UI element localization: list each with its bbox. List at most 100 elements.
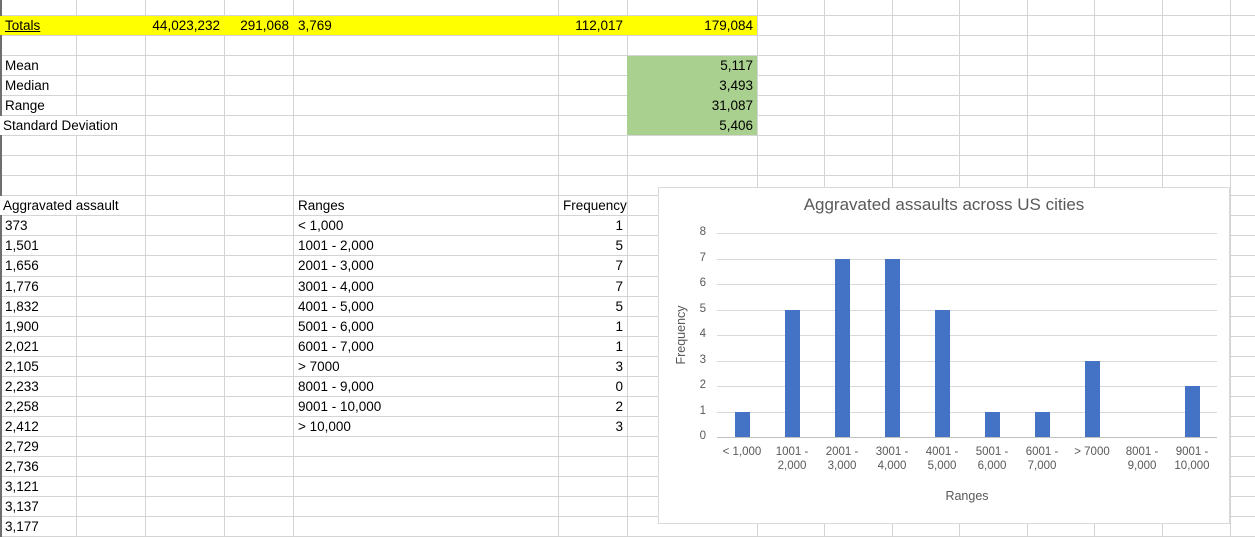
assault-column-header[interactable]: Aggravated assault <box>0 196 125 216</box>
chart-x-tick-label: 1001 - 2,000 <box>762 445 822 473</box>
assault-value-cell[interactable]: 1,832 <box>5 298 39 314</box>
chart-y-tick-label: 2 <box>699 379 706 391</box>
gridline-horizontal <box>0 255 1255 257</box>
assault-value-cell[interactable]: 1,656 <box>5 258 39 274</box>
range-cell[interactable]: 3001 - 4,000 <box>298 278 374 294</box>
chart-x-tick-line: 5,000 <box>927 460 957 472</box>
assault-value-cell[interactable]: 2,736 <box>5 459 39 475</box>
chart-gridline <box>717 233 1217 234</box>
stat-value[interactable]: 5,406 <box>719 117 753 133</box>
chart-x-tick-label: 3001 - 4,000 <box>862 445 922 473</box>
range-cell[interactable]: 8001 - 9,000 <box>298 378 374 394</box>
chart-x-tick-label: > 7000 <box>1062 445 1122 459</box>
assault-value-cell[interactable]: 3,137 <box>5 499 39 515</box>
stat-label[interactable]: Mean <box>5 57 39 73</box>
assault-value-cell[interactable]: 1,501 <box>5 238 39 254</box>
assault-value-cell[interactable]: 3,121 <box>5 479 39 495</box>
assault-value-cell[interactable]: 2,258 <box>5 398 39 414</box>
gridline-horizontal <box>0 335 1255 337</box>
stat-label[interactable]: Range <box>5 97 45 113</box>
gridline-horizontal <box>0 436 1255 438</box>
gridline-horizontal <box>0 175 1255 177</box>
frequency-header[interactable]: Frequency <box>563 198 627 214</box>
frequency-cell[interactable]: 7 <box>615 258 623 274</box>
gridline-horizontal <box>0 215 1255 217</box>
totals-label[interactable]: Totals <box>5 17 41 33</box>
gridline-vertical <box>76 0 77 537</box>
frequency-cell[interactable]: 1 <box>615 218 623 234</box>
stat-label[interactable]: Median <box>5 77 50 93</box>
chart-x-tick-line: 5001 - <box>975 446 1009 458</box>
frequency-cell[interactable]: 5 <box>615 238 623 254</box>
totals-value[interactable]: 44,023,232 <box>152 17 220 33</box>
chart-bar[interactable] <box>1084 360 1100 437</box>
totals-value[interactable]: 291,068 <box>240 17 289 33</box>
range-cell[interactable]: 5001 - 6,000 <box>298 318 374 334</box>
chart-gridline <box>717 411 1217 413</box>
stat-value[interactable]: 31,087 <box>711 97 753 113</box>
stat-value[interactable]: 5,117 <box>720 57 753 73</box>
range-cell[interactable]: 2001 - 3,000 <box>298 258 374 274</box>
chart-bar[interactable] <box>884 258 900 437</box>
gridline-vertical <box>224 0 225 537</box>
assault-value-cell[interactable]: 2,412 <box>5 419 39 434</box>
chart-bar[interactable] <box>934 309 950 437</box>
chart-x-tick-line: 9,000 <box>1127 460 1157 472</box>
chart-x-tick-line: < 1,000 <box>722 446 762 458</box>
chart-bar[interactable] <box>1034 411 1050 437</box>
gridline-horizontal <box>0 14 1255 16</box>
assault-value-cell[interactable]: 2,729 <box>5 439 39 455</box>
gridline-horizontal <box>0 355 1255 357</box>
frequency-cell[interactable]: 3 <box>615 358 623 374</box>
range-cell[interactable]: > 7000 <box>298 358 340 374</box>
range-cell[interactable]: 1001 - 2,000 <box>298 238 374 254</box>
gridline-vertical <box>627 0 628 537</box>
frequency-cell[interactable]: 1 <box>615 338 623 354</box>
totals-value[interactable]: 112,017 <box>575 17 623 33</box>
assault-value-cell[interactable]: 2,021 <box>5 338 39 354</box>
frequency-cell[interactable]: 5 <box>615 298 623 314</box>
chart-title: Aggravated assaults across US cities <box>803 195 1085 214</box>
frequency-cell[interactable]: 0 <box>615 378 623 394</box>
assault-value-cell[interactable]: 373 <box>5 218 28 234</box>
assault-value-cell[interactable]: 2,233 <box>5 378 39 394</box>
chart-x-tick-line: 4,000 <box>877 460 907 472</box>
assault-value-cell[interactable]: 3,177 <box>5 519 39 535</box>
chart-y-tick-label: 5 <box>699 302 706 315</box>
bar-chart[interactable]: Aggravated assaults across US cities 8 7 6… <box>658 187 1230 524</box>
range-cell[interactable]: < 1,000 <box>298 218 344 234</box>
chart-gridline <box>717 386 1217 387</box>
totals-value[interactable]: 179,084 <box>704 17 753 33</box>
range-cell[interactable]: 4001 - 5,000 <box>298 298 374 314</box>
chart-x-tick-line: > 7000 <box>1074 446 1110 458</box>
chart-x-tick-line: 6,000 <box>977 460 1007 472</box>
chart-x-tick-line: 4001 - <box>925 446 959 458</box>
range-cell[interactable]: > 10,000 <box>298 419 351 434</box>
range-cell[interactable]: 6001 - 7,000 <box>298 338 374 354</box>
stat-value[interactable]: 3,493 <box>719 77 753 93</box>
chart-bar[interactable] <box>1184 386 1200 437</box>
totals-value[interactable]: 3,769 <box>298 17 332 33</box>
chart-y-tick-label: 0 <box>699 430 706 442</box>
chart-bar[interactable] <box>834 258 850 437</box>
frequency-cell[interactable]: 7 <box>615 278 623 294</box>
chart-x-tick-line: 3,000 <box>827 460 857 472</box>
frequency-cell[interactable]: 3 <box>615 419 623 434</box>
assault-value-cell[interactable]: 2,105 <box>5 358 39 374</box>
assault-value-cell[interactable]: 1,776 <box>5 278 39 294</box>
chart-x-tick-line: 10,000 <box>1174 460 1210 472</box>
chart-bar[interactable] <box>984 411 1000 437</box>
gridline-vertical <box>293 0 294 537</box>
assault-value-cell[interactable]: 1,900 <box>5 318 39 334</box>
range-cell[interactable]: 9001 - 10,000 <box>298 398 382 414</box>
chart-bar[interactable] <box>784 309 800 437</box>
stat-label[interactable]: Standard Deviation <box>0 115 124 135</box>
frequency-cell[interactable]: 1 <box>615 318 623 334</box>
ranges-header[interactable]: Ranges <box>298 198 345 214</box>
stats-highlight <box>627 55 757 135</box>
chart-gridline <box>717 309 1217 311</box>
gridline-horizontal <box>0 195 1255 197</box>
frequency-cell[interactable]: 2 <box>615 398 623 414</box>
chart-bar[interactable] <box>734 411 750 437</box>
